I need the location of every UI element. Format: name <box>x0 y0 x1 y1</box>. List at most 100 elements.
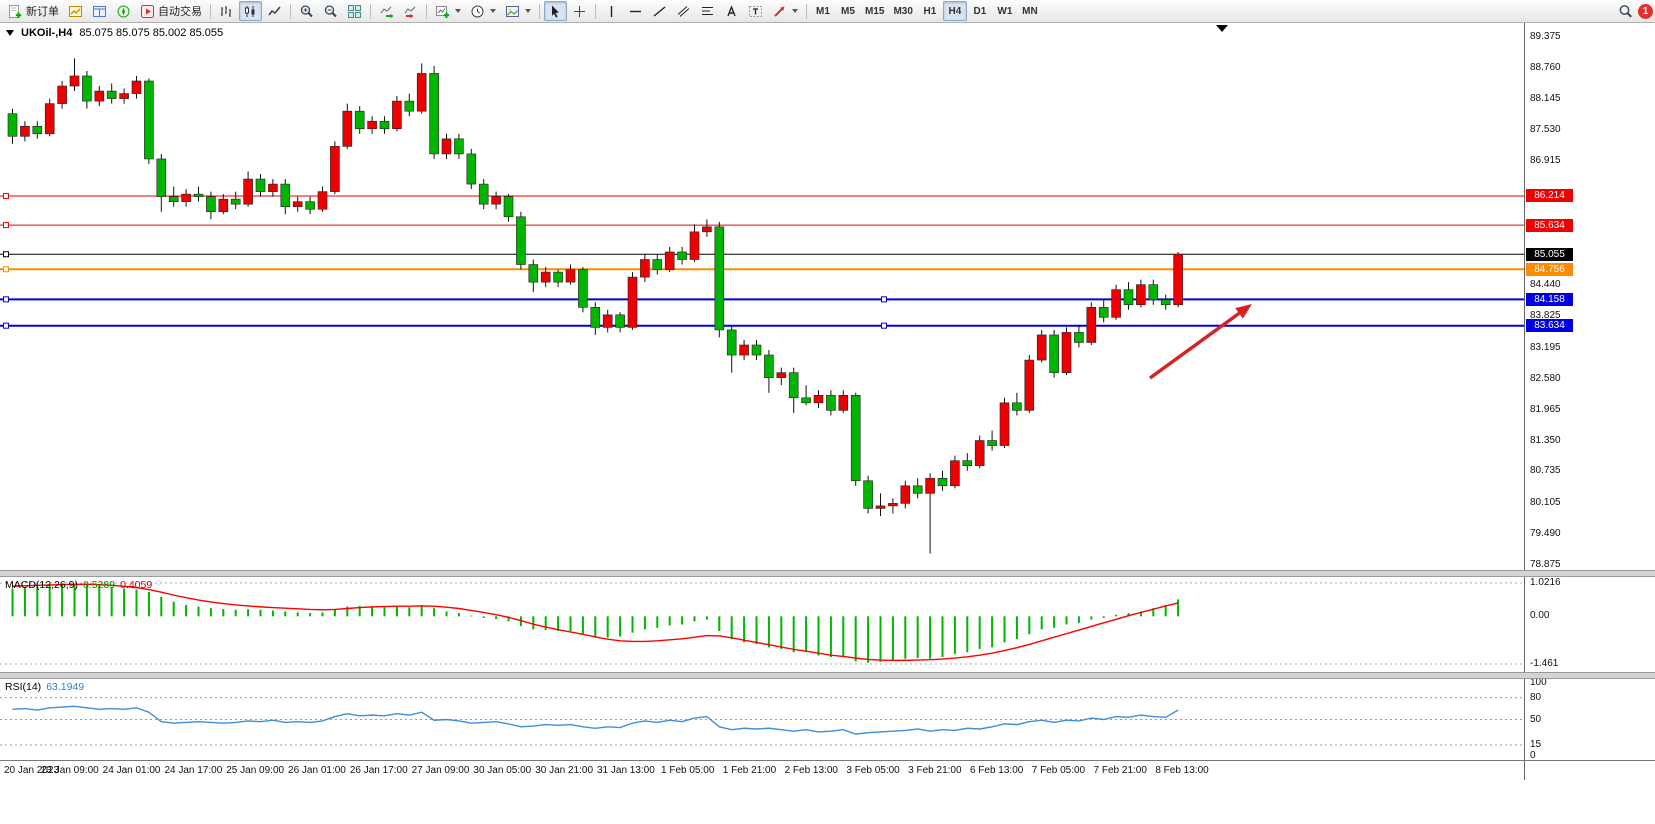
panel-divider[interactable] <box>0 570 1655 577</box>
dropdown-caret <box>455 9 461 13</box>
hlines-layer <box>0 192 1524 329</box>
navigator-button[interactable] <box>112 1 135 21</box>
time-axis-label: 24 Jan 17:00 <box>164 765 223 776</box>
timeframe-button-M5[interactable]: M5 <box>836 1 860 21</box>
new-order-label: 新订单 <box>26 6 59 18</box>
timeframe-button-M30[interactable]: M30 <box>889 1 916 21</box>
cursor-button[interactable] <box>544 1 567 21</box>
price-tag: 85.055 <box>1526 247 1573 261</box>
rsi-axis-label: 0 <box>1530 750 1536 761</box>
fibonacci-button[interactable] <box>696 1 719 21</box>
market-watch-button[interactable] <box>64 1 87 21</box>
timeframe-button-M15[interactable]: M15 <box>861 1 888 21</box>
candlestick-chart-button[interactable] <box>239 1 262 21</box>
timeframe-button-W1[interactable]: W1 <box>993 1 1017 21</box>
template-icon <box>505 4 520 19</box>
arrows-button[interactable] <box>768 1 802 21</box>
cursor-icon <box>548 4 563 19</box>
toolbar-separator <box>426 3 427 19</box>
line-handle <box>881 322 887 329</box>
period-button[interactable] <box>466 1 500 21</box>
macd-signal-value: 0.4059 <box>120 579 153 591</box>
price-tag: 84.756 <box>1526 262 1573 276</box>
line-handle <box>881 296 887 303</box>
toolbar-separator <box>290 3 291 19</box>
tile-windows-icon <box>347 4 362 19</box>
time-axis-label: 1 Feb 05:00 <box>661 765 715 776</box>
price-axis-label: 78.875 <box>1530 559 1561 570</box>
time-axis-label: 8 Feb 13:00 <box>1155 765 1209 776</box>
time-axis-label: 26 Jan 01:00 <box>288 765 346 776</box>
timeframe-button-MN[interactable]: MN <box>1018 1 1042 21</box>
auto-scroll-button[interactable] <box>375 1 398 21</box>
main-chart-canvas[interactable] <box>0 22 1524 570</box>
toolbar-separator <box>370 3 371 19</box>
zoom-out-button[interactable] <box>319 1 342 21</box>
candles-layer <box>7 58 1183 554</box>
one-click-trading-arrow[interactable] <box>6 30 14 36</box>
horizontal-line-button[interactable] <box>624 1 647 21</box>
channel-button[interactable] <box>672 1 695 21</box>
chart-symbol-period: UKOil-,H4 <box>21 27 73 39</box>
rsi-axis-label: 100 <box>1530 677 1547 688</box>
auto-trading-button[interactable]: 自动交易 <box>136 1 206 21</box>
bar-chart-icon <box>219 4 234 19</box>
data-window-button[interactable] <box>88 1 111 21</box>
channel-icon <box>676 4 691 19</box>
horizontal-line-icon <box>628 4 643 19</box>
zoom-out-icon <box>323 4 338 19</box>
timeframe-button-H1[interactable]: H1 <box>918 1 942 21</box>
line-chart-icon <box>267 4 282 19</box>
macd-axis-label: 0.00 <box>1530 610 1550 622</box>
chart-window: UKOil-,H4 85.075 85.075 85.002 85.055 MA… <box>0 22 1655 824</box>
trendline-icon <box>652 4 667 19</box>
templates-button[interactable] <box>501 1 535 21</box>
price-axis-label: 88.145 <box>1530 92 1561 104</box>
trend-arrow-annotation <box>1148 304 1252 380</box>
new-order-button[interactable]: 新订单 <box>4 1 63 21</box>
notification-badge[interactable]: 1 <box>1638 3 1653 19</box>
auto-trading-icon <box>140 4 155 19</box>
text-label-button[interactable] <box>744 1 767 21</box>
toolbar-separator <box>806 3 807 19</box>
text-button[interactable] <box>720 1 743 21</box>
vertical-line-button[interactable] <box>600 1 623 21</box>
timeframe-button-H4[interactable]: H4 <box>942 1 967 21</box>
time-axis-label: 26 Jan 17:00 <box>349 765 408 776</box>
time-axis-label: 24 Jan 01:00 <box>102 765 161 776</box>
rsi-line <box>12 705 1179 735</box>
zoom-in-button[interactable] <box>295 1 318 21</box>
timeframe-button-M1[interactable]: M1 <box>811 1 835 21</box>
line-handle <box>3 296 9 303</box>
chart-ohlc-quote: 85.075 85.075 85.002 85.055 <box>79 27 224 39</box>
zoom-in-icon <box>299 4 314 19</box>
time-axis-label: 31 Jan 13:00 <box>596 765 655 776</box>
macd-indicator-label: MACD(12,26,9) 0.5289 0.4059 <box>5 579 152 591</box>
bar-chart-button[interactable] <box>215 1 238 21</box>
panel-divider[interactable] <box>0 672 1655 679</box>
line-chart-button[interactable] <box>263 1 286 21</box>
time-axis[interactable]: 20 Jan 2023 23 Jan 09:00 24 Jan 01:00 24 Ja… <box>0 760 1655 781</box>
price-axis-label: 83.825 <box>1530 310 1561 322</box>
search-button[interactable] <box>1614 1 1637 21</box>
time-axis-label: 25 Jan 09:00 <box>226 765 285 776</box>
new-chart-button[interactable] <box>431 1 465 21</box>
candlestick-chart-icon <box>243 4 258 19</box>
crosshair-button[interactable] <box>568 1 591 21</box>
price-axis-label: 80.105 <box>1530 497 1561 509</box>
rsi-panel-canvas[interactable] <box>0 679 1524 760</box>
price-axis-label: 80.735 <box>1530 465 1561 477</box>
price-axis-label: 89.375 <box>1530 31 1561 42</box>
auto-scroll-icon <box>379 4 394 19</box>
chart-shift-button[interactable] <box>399 1 422 21</box>
tile-windows-button[interactable] <box>343 1 366 21</box>
macd-label-text: MACD(12,26,9) <box>5 579 78 591</box>
macd-axis-label: -1.461 <box>1530 658 1559 669</box>
price-axis[interactable]: 89.375 88.760 88.145 87.530 86.915 84.440 83.8… <box>1524 22 1655 780</box>
vertical-line-icon <box>604 4 619 19</box>
line-handle <box>3 192 9 199</box>
macd-panel-canvas[interactable] <box>0 577 1524 672</box>
timeframe-button-D1[interactable]: D1 <box>968 1 992 21</box>
trendline-button[interactable] <box>648 1 671 21</box>
